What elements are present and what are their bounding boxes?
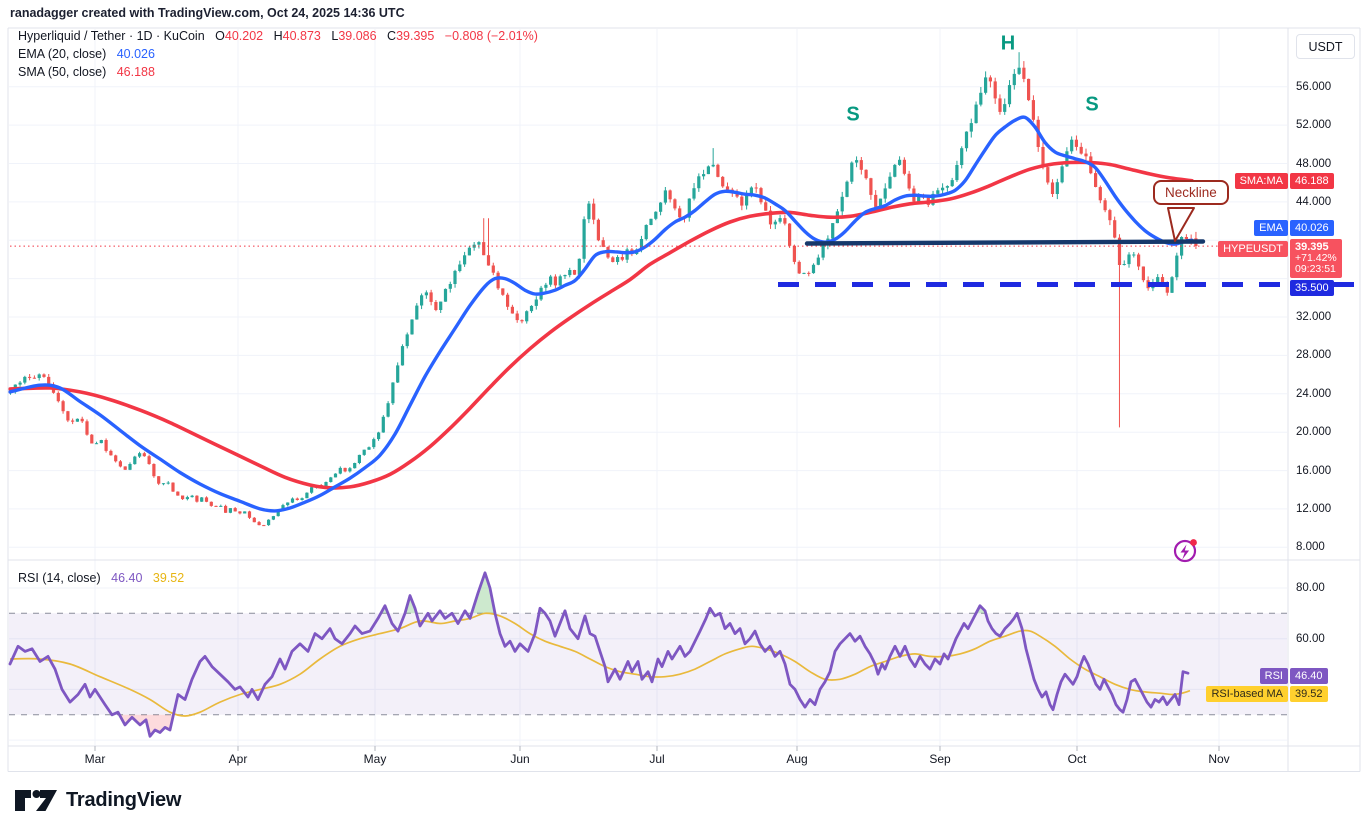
rsi-value: 46.40	[111, 571, 143, 585]
low-value: 39.086	[338, 29, 377, 43]
rsi-legend: RSI (14, close) 46.40 39.52	[18, 571, 185, 585]
rsi-ma-name-badge: RSI-based MA	[1206, 686, 1288, 702]
time-axis-label: Sep	[929, 752, 951, 766]
rsi-name-badge: RSI	[1259, 668, 1288, 684]
right-shoulder-label[interactable]: S	[1085, 93, 1099, 116]
price-axis-label: 28.000	[1296, 349, 1332, 362]
time-axis-label: Jun	[510, 752, 530, 766]
rsi-axis-label: 80.00	[1296, 582, 1325, 594]
time-axis-label: Aug	[786, 752, 808, 766]
tradingview-logo[interactable]: TradingView	[14, 787, 181, 814]
change-value: −0.808 (−2.01%)	[444, 29, 538, 43]
support-level-badge: 35.500	[1290, 280, 1334, 296]
time-axis-label: Jul	[649, 752, 665, 766]
price-axis-label: 12.000	[1296, 502, 1332, 515]
ema-name-badge: EMA	[1254, 220, 1288, 236]
sma-value: 46.188	[116, 65, 155, 79]
price-axis-label: 8.000	[1296, 541, 1325, 554]
rsi-value-badge: 46.40	[1290, 668, 1328, 684]
ema-value: 40.026	[116, 47, 155, 61]
symbol-title: Hyperliquid / Tether · 1D · KuCoin	[18, 29, 205, 43]
sma-legend: SMA (50, close) 46.188	[18, 65, 155, 79]
price-axis-label: 24.000	[1296, 387, 1332, 400]
ema-price-badge: 40.026	[1290, 220, 1334, 236]
price-axis-label: 48.000	[1296, 157, 1332, 170]
open-value: 40.202	[224, 29, 264, 43]
bar-countdown: 09:23:51	[1295, 263, 1336, 275]
sma-price-badge: 46.188	[1290, 173, 1334, 189]
price-axis-label: 44.000	[1296, 195, 1332, 208]
tradingview-wordmark: TradingView	[66, 789, 182, 811]
time-axis-label: Nov	[1208, 752, 1230, 766]
price-axis-label: 20.000	[1296, 426, 1332, 439]
currency-toggle-button[interactable]: USDT	[1296, 34, 1355, 59]
symbol-name-badge: HYPEUSDT	[1218, 241, 1288, 257]
price-axis-label: 16.000	[1296, 464, 1332, 477]
high-value: 40.873	[282, 29, 321, 43]
neckline-callout[interactable]: Neckline	[1153, 180, 1229, 205]
rsi-axis-label: 60.00	[1296, 632, 1325, 645]
price-axis-label: 32.000	[1296, 311, 1332, 323]
time-axis-label: Mar	[84, 752, 106, 766]
rsi-ma-value: 39.52	[152, 571, 185, 585]
symbol-legend: Hyperliquid / Tether · 1D · KuCoin O40.2…	[18, 29, 538, 43]
left-shoulder-label[interactable]: S	[846, 103, 860, 126]
change-percent: +71.42%	[1295, 252, 1337, 264]
rsi-ma-value-badge: 39.52	[1290, 686, 1328, 702]
last-price: 39.395	[1295, 241, 1329, 253]
ema-legend: EMA (20, close) 40.026	[18, 47, 155, 61]
time-axis-label: Oct	[1067, 752, 1087, 766]
head-label[interactable]: H	[1000, 32, 1016, 55]
sma-name-badge: SMA:MA	[1234, 173, 1288, 189]
time-axis-label: Apr	[228, 752, 248, 766]
price-axis-label: 56.000	[1296, 80, 1332, 93]
close-value: 39.395	[396, 29, 435, 43]
price-axis-label: 52.000	[1296, 119, 1332, 132]
credit-line: ranadagger created with TradingView.com,…	[10, 6, 405, 20]
tradingview-logo-icon	[15, 790, 57, 811]
time-axis-label: May	[363, 752, 387, 766]
last-price-badge: 39.395 +71.42% 09:23:51	[1290, 239, 1342, 278]
